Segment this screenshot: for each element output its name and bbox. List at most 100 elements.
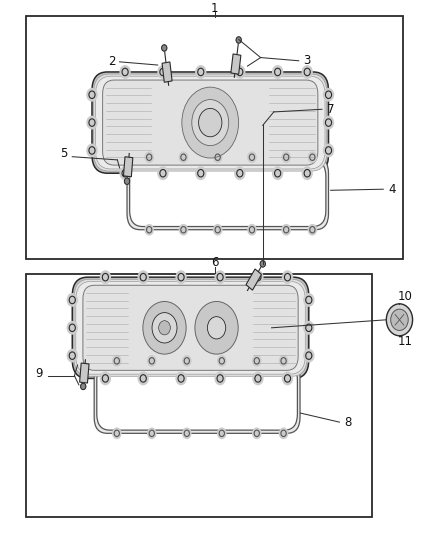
Circle shape	[179, 224, 188, 236]
Circle shape	[391, 309, 408, 330]
Circle shape	[303, 349, 314, 362]
Circle shape	[179, 151, 188, 163]
FancyBboxPatch shape	[130, 160, 326, 227]
Circle shape	[281, 151, 291, 163]
Circle shape	[120, 65, 131, 79]
Text: 9: 9	[35, 367, 43, 379]
Text: 10: 10	[398, 290, 413, 303]
Circle shape	[86, 116, 98, 130]
Circle shape	[86, 88, 98, 102]
Circle shape	[323, 116, 334, 130]
Circle shape	[272, 65, 283, 79]
Text: 11: 11	[398, 335, 413, 348]
FancyBboxPatch shape	[83, 285, 298, 370]
Circle shape	[323, 88, 334, 102]
Circle shape	[301, 65, 313, 79]
Bar	[26, 16, 403, 259]
Circle shape	[208, 317, 226, 339]
FancyBboxPatch shape	[92, 72, 328, 173]
Circle shape	[303, 293, 314, 307]
Circle shape	[159, 321, 170, 335]
Circle shape	[100, 270, 111, 284]
Circle shape	[112, 427, 122, 439]
Circle shape	[147, 355, 157, 367]
Circle shape	[195, 65, 206, 79]
Circle shape	[145, 151, 154, 163]
Circle shape	[175, 270, 187, 284]
Text: 3: 3	[303, 54, 310, 67]
Circle shape	[307, 224, 317, 236]
Ellipse shape	[182, 87, 239, 158]
Circle shape	[323, 143, 334, 157]
Text: 6: 6	[211, 256, 219, 269]
Circle shape	[86, 143, 98, 157]
Circle shape	[213, 224, 223, 236]
Circle shape	[81, 383, 86, 390]
Circle shape	[214, 270, 226, 284]
Circle shape	[279, 427, 288, 439]
Circle shape	[162, 45, 167, 51]
Circle shape	[252, 427, 261, 439]
Circle shape	[152, 312, 177, 343]
Circle shape	[143, 302, 186, 354]
Circle shape	[175, 372, 187, 385]
FancyBboxPatch shape	[102, 80, 318, 165]
Circle shape	[307, 151, 317, 163]
FancyBboxPatch shape	[72, 277, 309, 378]
Circle shape	[112, 355, 122, 367]
Circle shape	[147, 427, 157, 439]
Circle shape	[252, 355, 261, 367]
Circle shape	[157, 166, 169, 180]
Text: 7: 7	[327, 103, 335, 116]
Circle shape	[138, 372, 149, 385]
Circle shape	[281, 224, 291, 236]
Bar	[26, 274, 372, 517]
FancyBboxPatch shape	[76, 281, 305, 374]
Circle shape	[214, 372, 226, 385]
Circle shape	[138, 270, 149, 284]
Circle shape	[282, 270, 293, 284]
Circle shape	[386, 304, 413, 336]
Circle shape	[247, 224, 257, 236]
Circle shape	[236, 37, 241, 43]
Circle shape	[279, 355, 288, 367]
FancyBboxPatch shape	[127, 157, 328, 230]
Text: 1: 1	[211, 2, 219, 15]
Circle shape	[67, 321, 78, 335]
Circle shape	[198, 108, 222, 137]
Circle shape	[272, 166, 283, 180]
Text: 8: 8	[345, 416, 352, 429]
Circle shape	[100, 372, 111, 385]
Circle shape	[303, 321, 314, 335]
FancyBboxPatch shape	[97, 364, 297, 430]
Circle shape	[182, 427, 192, 439]
Circle shape	[145, 224, 154, 236]
Circle shape	[234, 65, 245, 79]
Circle shape	[120, 166, 131, 180]
FancyBboxPatch shape	[95, 76, 325, 169]
Circle shape	[182, 355, 192, 367]
FancyBboxPatch shape	[74, 279, 307, 376]
Circle shape	[260, 261, 265, 267]
Circle shape	[195, 166, 206, 180]
Polygon shape	[80, 363, 89, 383]
Circle shape	[67, 293, 78, 307]
Circle shape	[247, 151, 257, 163]
FancyBboxPatch shape	[94, 361, 300, 433]
Circle shape	[157, 65, 169, 79]
Text: 5: 5	[60, 147, 67, 160]
Circle shape	[217, 355, 226, 367]
Polygon shape	[246, 269, 261, 290]
Circle shape	[124, 178, 130, 184]
Circle shape	[282, 372, 293, 385]
Circle shape	[252, 372, 264, 385]
Text: 2: 2	[108, 55, 116, 68]
Polygon shape	[231, 54, 241, 74]
Circle shape	[217, 427, 226, 439]
FancyBboxPatch shape	[94, 74, 327, 171]
Polygon shape	[124, 157, 133, 177]
Circle shape	[301, 166, 313, 180]
Circle shape	[195, 302, 238, 354]
Polygon shape	[162, 62, 172, 82]
Circle shape	[67, 349, 78, 362]
